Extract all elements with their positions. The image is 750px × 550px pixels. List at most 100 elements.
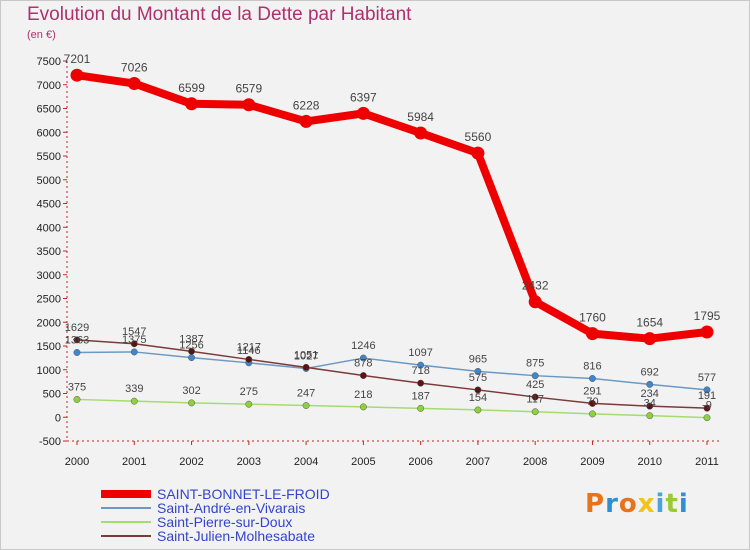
legend-item: Saint-Julien-Molhesabate bbox=[101, 528, 361, 544]
data-label: 6397 bbox=[350, 90, 377, 104]
data-point bbox=[188, 354, 195, 362]
series-line bbox=[76, 351, 708, 391]
y-tick-label: 3500 bbox=[37, 246, 61, 258]
x-tick-label: 2001 bbox=[122, 456, 146, 468]
legend-label: Saint-Julien-Molhesabate bbox=[157, 528, 315, 544]
data-label: 5560 bbox=[465, 130, 492, 144]
chart-title: Evolution du Montant de la Dette par Hab… bbox=[27, 4, 412, 25]
data-label: 1256 bbox=[179, 340, 203, 352]
y-tick-label: 6000 bbox=[37, 127, 61, 139]
logo-letter: r bbox=[605, 489, 619, 519]
line-chart: -500 0 500 1000 1500 2000 2500 3000 3500 4000 4500… bbox=[37, 52, 721, 468]
data-point bbox=[417, 379, 425, 387]
data-point bbox=[703, 414, 711, 422]
legend-swatch bbox=[101, 507, 151, 509]
legend-item: Saint-Pierre-sur-Doux bbox=[101, 514, 361, 530]
data-point bbox=[471, 146, 485, 160]
x-tick-label: 2006 bbox=[408, 456, 432, 468]
logo-letter: o bbox=[618, 489, 638, 519]
y-tick-label: 7500 bbox=[37, 56, 61, 68]
x-tick-label: 2011 bbox=[695, 456, 719, 468]
data-point bbox=[585, 327, 599, 341]
x-tick-label: 2010 bbox=[637, 456, 661, 468]
proxiti-logo: Proxiti bbox=[585, 489, 689, 519]
data-point bbox=[474, 386, 482, 394]
data-label: 1051 bbox=[294, 349, 318, 361]
y-tick-label: 1000 bbox=[37, 365, 61, 377]
data-label: 1363 bbox=[65, 335, 89, 347]
y-tick-label: 0 bbox=[55, 412, 61, 424]
data-point bbox=[302, 402, 310, 409]
data-point bbox=[528, 295, 542, 309]
data-point bbox=[589, 410, 596, 418]
data-point bbox=[70, 68, 84, 82]
data-point bbox=[73, 395, 81, 403]
data-label: 718 bbox=[411, 365, 429, 377]
y-tick-label: 3000 bbox=[37, 270, 61, 282]
data-point bbox=[531, 393, 539, 401]
data-label: 1629 bbox=[65, 322, 89, 334]
data-point bbox=[359, 403, 367, 411]
data-point bbox=[414, 126, 428, 140]
data-point bbox=[356, 106, 370, 120]
data-point bbox=[188, 347, 195, 355]
x-tick-label: 2008 bbox=[523, 456, 547, 468]
series-lines bbox=[70, 68, 714, 422]
y-tick-label: 5500 bbox=[37, 151, 61, 163]
y-tick-label: 5000 bbox=[37, 175, 61, 187]
data-label: 5984 bbox=[407, 110, 434, 124]
logo-letter: i bbox=[655, 489, 666, 519]
data-label: 1760 bbox=[579, 311, 606, 325]
data-label: 1027 bbox=[294, 350, 318, 362]
data-label: 965 bbox=[469, 353, 487, 365]
logo-letter: i bbox=[678, 489, 689, 519]
data-label: 7201 bbox=[64, 52, 91, 66]
y-tick-label: 6500 bbox=[37, 104, 61, 116]
data-point bbox=[359, 372, 367, 379]
data-labels: 1363 1375 1256 1146 1027 1246 1097 965 875 816 692… bbox=[64, 52, 721, 411]
data-point bbox=[531, 408, 539, 416]
y-tick-label: 2500 bbox=[37, 294, 61, 306]
data-point bbox=[130, 397, 138, 405]
chart-subtitle: (en €) bbox=[27, 29, 56, 41]
data-point bbox=[127, 77, 141, 91]
data-point bbox=[646, 412, 654, 420]
data-label: 6599 bbox=[178, 81, 205, 95]
y-tick-label: 500 bbox=[43, 389, 61, 401]
data-label: 154 bbox=[469, 392, 487, 404]
data-label: 1217 bbox=[237, 341, 261, 353]
y-tick-label: -500 bbox=[39, 436, 61, 448]
data-point bbox=[302, 363, 310, 371]
data-label: 875 bbox=[526, 358, 544, 370]
data-label: 302 bbox=[182, 385, 200, 397]
data-label: 1146 bbox=[237, 345, 261, 357]
data-point bbox=[703, 386, 711, 394]
data-point bbox=[359, 354, 367, 362]
x-tick-label: 2003 bbox=[237, 456, 261, 468]
logo-letter: t bbox=[665, 489, 679, 519]
data-point bbox=[589, 399, 596, 407]
data-label: 7026 bbox=[121, 61, 148, 75]
legend-item: Saint-André-en-Vivarais bbox=[101, 500, 361, 516]
data-point bbox=[188, 399, 195, 407]
data-label: 34 bbox=[644, 398, 656, 410]
data-label: 1795 bbox=[694, 309, 721, 323]
data-point bbox=[531, 372, 539, 380]
data-point bbox=[245, 355, 253, 363]
data-label: 575 bbox=[469, 372, 487, 384]
x-tick-label: 2005 bbox=[351, 456, 375, 468]
data-label: 6579 bbox=[235, 82, 262, 96]
data-label: 375 bbox=[68, 381, 86, 393]
data-point bbox=[130, 340, 138, 348]
x-tick-label: 2007 bbox=[466, 456, 490, 468]
data-label: 2432 bbox=[522, 279, 549, 293]
data-point bbox=[417, 404, 425, 412]
logo-letter: x bbox=[637, 489, 656, 519]
legend-swatch bbox=[101, 535, 151, 537]
data-label: 339 bbox=[125, 383, 143, 395]
legend-label: Saint-André-en-Vivarais bbox=[157, 500, 306, 516]
data-label: 234 bbox=[641, 388, 659, 400]
y-tick-label: 4500 bbox=[37, 199, 61, 211]
x-tick-label: 2009 bbox=[580, 456, 604, 468]
